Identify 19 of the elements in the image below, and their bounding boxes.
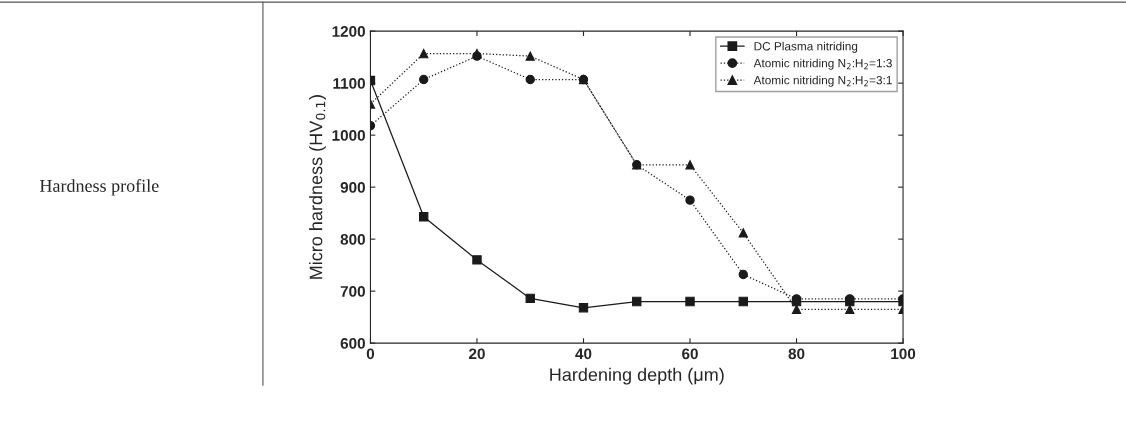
legend-label: Atomic nitriding N$_{2}$:H$_{2}$=1:3 (753, 58, 892, 70)
x-tick-label: 20 (469, 348, 485, 360)
x-axis-title: Hardening depth (μm) (550, 367, 724, 385)
x-tick-label: 80 (788, 348, 805, 360)
text: Hardness profile (39, 179, 159, 196)
legend-label: DC Plasma nitriding (754, 41, 858, 53)
y-tick-label: 900 (340, 182, 365, 193)
x-tick-label: 60 (682, 348, 698, 360)
x-tick-label: 40 (575, 348, 592, 360)
legend-label: Atomic nitriding N$_{2}$:H$_{2}$=3:1 (753, 75, 892, 87)
y-tick-label: 800 (340, 234, 365, 245)
y-tick-label: 700 (340, 285, 365, 297)
x-tick-label: 0 (366, 348, 375, 360)
x-tick-label: 100 (891, 348, 916, 360)
y-tick-label: 1100 (333, 78, 365, 89)
y-tick-label: 1000 (332, 130, 365, 141)
y-axis-title: Micro hardness (HV$_{0.1}$) (309, 95, 326, 279)
y-tick-label: 600 (340, 337, 365, 349)
y-tick-label: 1200 (332, 26, 365, 37)
